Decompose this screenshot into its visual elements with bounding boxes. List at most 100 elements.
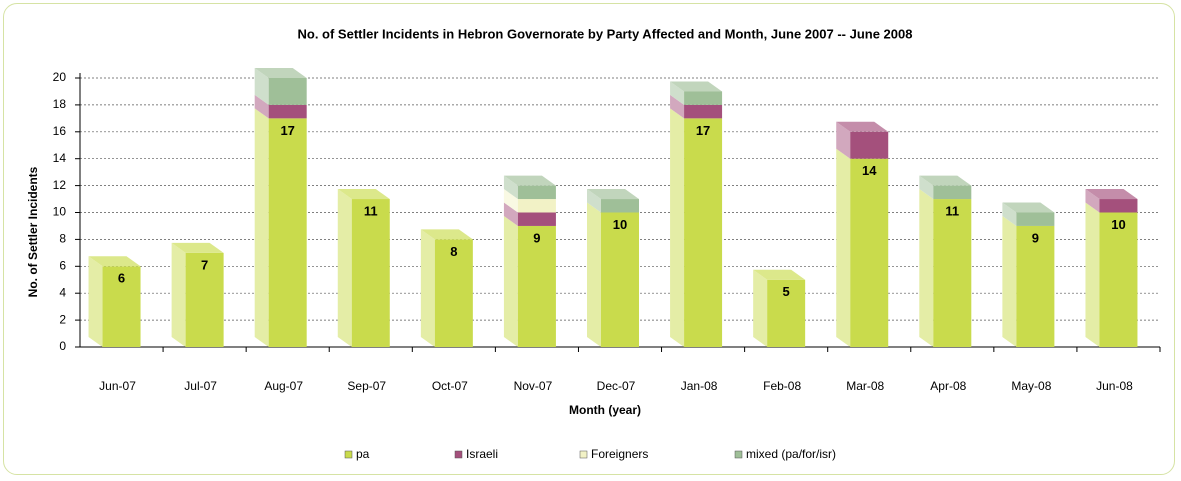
y-tick-label: 12: [53, 178, 67, 192]
x-tick-label: Sep-07: [347, 379, 386, 393]
x-tick-label: Oct-07: [432, 379, 468, 393]
y-tick-label: 16: [53, 124, 67, 138]
bar-segment: [1099, 199, 1138, 213]
data-label: 17: [280, 123, 294, 138]
bar-segment: [268, 78, 307, 105]
bar-segment: [850, 131, 889, 159]
x-axis-title: Month (year): [569, 403, 641, 417]
legend-swatch: [344, 450, 353, 459]
data-label: 9: [533, 230, 540, 245]
bar-segment: [517, 212, 556, 226]
data-label: 9: [1032, 230, 1039, 245]
bar-side: [670, 81, 685, 105]
bar-side: [171, 242, 186, 347]
bar-segment: [933, 185, 972, 200]
bar-side: [670, 94, 685, 119]
bar-segment: [850, 158, 889, 347]
legend-label: Foreigners: [591, 447, 648, 461]
data-label: 11: [945, 203, 959, 218]
bar-side: [1002, 202, 1017, 226]
data-label: 10: [1111, 217, 1125, 232]
bar-side: [88, 256, 103, 347]
bar-top: [1002, 202, 1055, 213]
data-label: 6: [118, 271, 125, 286]
x-tick-label: Jun-08: [1096, 379, 1133, 393]
data-label: 8: [450, 244, 457, 259]
bar-segment: [767, 279, 806, 347]
legend-swatch: [579, 450, 588, 459]
y-tick-label: 4: [59, 285, 66, 299]
bar-side: [503, 215, 518, 347]
bar-segment: [684, 118, 723, 347]
x-tick-label: Dec-07: [597, 379, 636, 393]
legend-swatch: [734, 450, 743, 459]
bar-top: [753, 269, 806, 280]
y-tick-label: 14: [53, 151, 67, 165]
y-tick-label: 0: [59, 339, 66, 353]
bar-segment: [517, 225, 556, 347]
x-tick-label: Aug-07: [264, 379, 303, 393]
legend-label: pa: [356, 447, 370, 461]
bar-top: [254, 68, 307, 78]
bar-top: [420, 229, 473, 240]
bar-segment: [517, 185, 556, 200]
y-axis-title: No. of Settler Incidents: [26, 166, 40, 297]
legend-swatch: [454, 450, 463, 459]
bar-side: [753, 269, 768, 347]
bar-side: [1002, 215, 1017, 347]
bar-side: [337, 189, 352, 347]
bar-segment: [1016, 212, 1055, 226]
x-tick-label: Mar-08: [846, 379, 884, 393]
bar-top: [919, 175, 972, 186]
bar-side: [503, 175, 518, 200]
bar-top: [587, 189, 639, 200]
x-tick-label: Feb-08: [763, 379, 801, 393]
bar-side: [503, 202, 518, 226]
y-tick-label: 10: [53, 205, 67, 219]
data-label: 14: [862, 163, 877, 178]
data-label: 17: [696, 123, 710, 138]
y-tick-label: 20: [53, 70, 67, 84]
bar-segment: [933, 199, 972, 347]
bar-side: [503, 189, 518, 213]
bar-side: [919, 189, 934, 347]
data-label: 5: [783, 284, 790, 299]
x-tick-label: Apr-08: [930, 379, 966, 393]
bar-segment: [684, 91, 723, 105]
bar-side: [254, 108, 269, 347]
legend-label: mixed (pa/for/isr): [746, 447, 836, 461]
data-label: 7: [201, 257, 208, 272]
y-tick-label: 8: [59, 232, 66, 246]
x-tick-label: Nov-07: [514, 379, 553, 393]
y-tick-label: 18: [53, 97, 67, 111]
bar-top: [503, 175, 556, 186]
bar-segment: [601, 199, 639, 213]
bar-segment: [434, 239, 473, 347]
bar-side: [254, 68, 269, 105]
bar-segment: [684, 104, 723, 119]
y-tick-label: 2: [59, 312, 66, 326]
bar-side: [420, 229, 435, 347]
bar-side: [587, 202, 601, 347]
bar-side: [587, 189, 601, 213]
bar-top: [337, 189, 390, 200]
bar-side: [670, 108, 685, 347]
bar-segment: [517, 199, 556, 213]
bar-segment: [1016, 225, 1055, 347]
bar-side: [836, 148, 851, 347]
bar-top: [1085, 189, 1138, 200]
bar-side: [254, 94, 269, 119]
bar-segment: [268, 104, 307, 119]
x-tick-label: Jan-08: [681, 379, 718, 393]
bar-top: [171, 242, 224, 253]
bar-top: [836, 121, 889, 132]
bar-segment: [102, 266, 141, 347]
bar-top: [88, 256, 141, 267]
chart-title: No. of Settler Incidents in Hebron Gover…: [298, 26, 913, 41]
bar-segment: [268, 118, 307, 347]
x-tick-label: May-08: [1011, 379, 1051, 393]
bar-side: [919, 175, 934, 200]
bar-top: [670, 81, 723, 92]
legend-label: Israeli: [466, 447, 498, 461]
